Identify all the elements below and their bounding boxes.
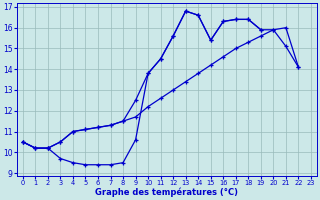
X-axis label: Graphe des températures (°C): Graphe des températures (°C) (95, 188, 238, 197)
